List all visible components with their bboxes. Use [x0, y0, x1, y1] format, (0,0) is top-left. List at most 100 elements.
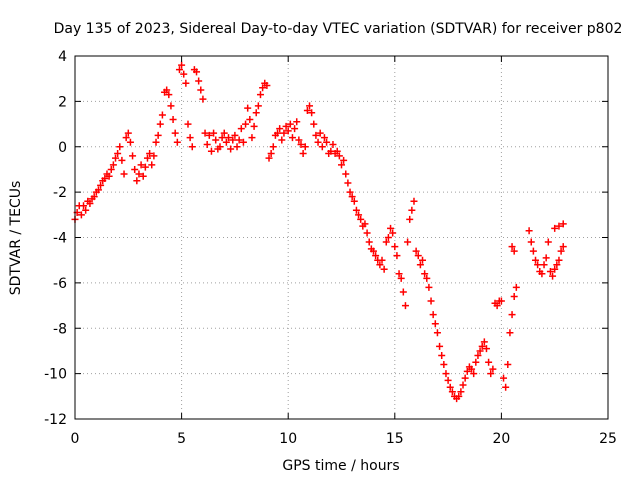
data-point [180, 70, 188, 78]
data-point [540, 261, 548, 269]
data-point [404, 238, 412, 246]
data-point [421, 270, 429, 278]
data-point [252, 109, 260, 117]
data-point [510, 292, 518, 300]
data-point [291, 125, 299, 133]
data-point [303, 106, 311, 114]
data-point [485, 358, 493, 366]
x-tick-label: 25 [599, 431, 617, 447]
data-point [306, 102, 314, 110]
data-point [529, 247, 537, 255]
data-point [308, 109, 316, 117]
data-point [416, 261, 424, 269]
data-point [282, 122, 290, 130]
data-point [227, 145, 235, 153]
data-point [549, 272, 557, 280]
data-point [133, 177, 141, 185]
data-point [235, 136, 243, 144]
data-point [118, 156, 126, 164]
data-point [372, 252, 380, 260]
data-point [323, 138, 331, 146]
data-point [369, 247, 377, 255]
data-point [199, 95, 207, 103]
data-point [446, 383, 454, 391]
data-point [126, 138, 134, 146]
data-point [316, 129, 324, 137]
data-point [542, 254, 550, 262]
data-point [148, 161, 156, 169]
data-point [278, 136, 286, 144]
data-point [154, 131, 162, 139]
data-point [419, 256, 427, 264]
data-point [544, 238, 552, 246]
data-point [229, 136, 237, 144]
data-point [178, 61, 186, 69]
data-point [487, 370, 495, 378]
data-point [444, 376, 452, 384]
data-point [274, 129, 282, 137]
data-point [286, 120, 294, 128]
data-point [389, 229, 397, 237]
data-point [109, 161, 117, 169]
data-point [410, 197, 418, 205]
data-point [216, 143, 224, 151]
chart-title: Day 135 of 2023, Sidereal Day-to-day VTE… [54, 21, 623, 37]
data-point [352, 206, 360, 214]
data-point [105, 172, 113, 180]
data-point [429, 311, 437, 319]
data-point [333, 147, 341, 155]
data-point [182, 79, 190, 87]
data-point [193, 68, 201, 76]
data-point [500, 374, 508, 382]
y-tick-label: -12 [44, 412, 67, 428]
data-point [344, 179, 352, 187]
data-point [457, 388, 465, 396]
data-point [508, 243, 516, 251]
data-point [197, 86, 205, 94]
data-point [401, 302, 409, 310]
data-point [135, 170, 143, 178]
data-point [120, 170, 128, 178]
data-point [559, 243, 567, 251]
data-point [222, 138, 230, 146]
data-point [527, 238, 535, 246]
data-point [504, 361, 512, 369]
data-point [342, 170, 350, 178]
data-point [150, 152, 158, 160]
data-point [376, 261, 384, 269]
data-point [210, 129, 218, 137]
x-tick-label: 5 [177, 431, 186, 447]
data-point [312, 131, 320, 139]
data-point [254, 102, 262, 110]
data-point [427, 297, 435, 305]
y-tick-label: -6 [53, 276, 67, 292]
data-point [474, 351, 482, 359]
data-point [212, 136, 220, 144]
data-point [265, 154, 273, 162]
data-point [468, 365, 476, 373]
data-point [152, 138, 160, 146]
data-point [280, 129, 288, 137]
data-point [391, 243, 399, 251]
data-point [237, 125, 245, 133]
data-point [244, 104, 252, 112]
data-point [297, 140, 305, 148]
data-point [246, 116, 254, 124]
data-point [425, 283, 433, 291]
y-tick-label: -4 [53, 231, 67, 247]
data-point [399, 288, 407, 296]
y-tick-label: 0 [58, 140, 67, 156]
data-point [188, 143, 196, 151]
data-point [493, 302, 501, 310]
data-point [267, 150, 275, 158]
data-point [463, 367, 471, 375]
data-point [361, 220, 369, 228]
data-point [165, 91, 173, 99]
data-point [284, 127, 292, 135]
data-point [263, 81, 271, 89]
data-point [112, 154, 120, 162]
data-point [510, 247, 518, 255]
data-point [412, 247, 420, 255]
